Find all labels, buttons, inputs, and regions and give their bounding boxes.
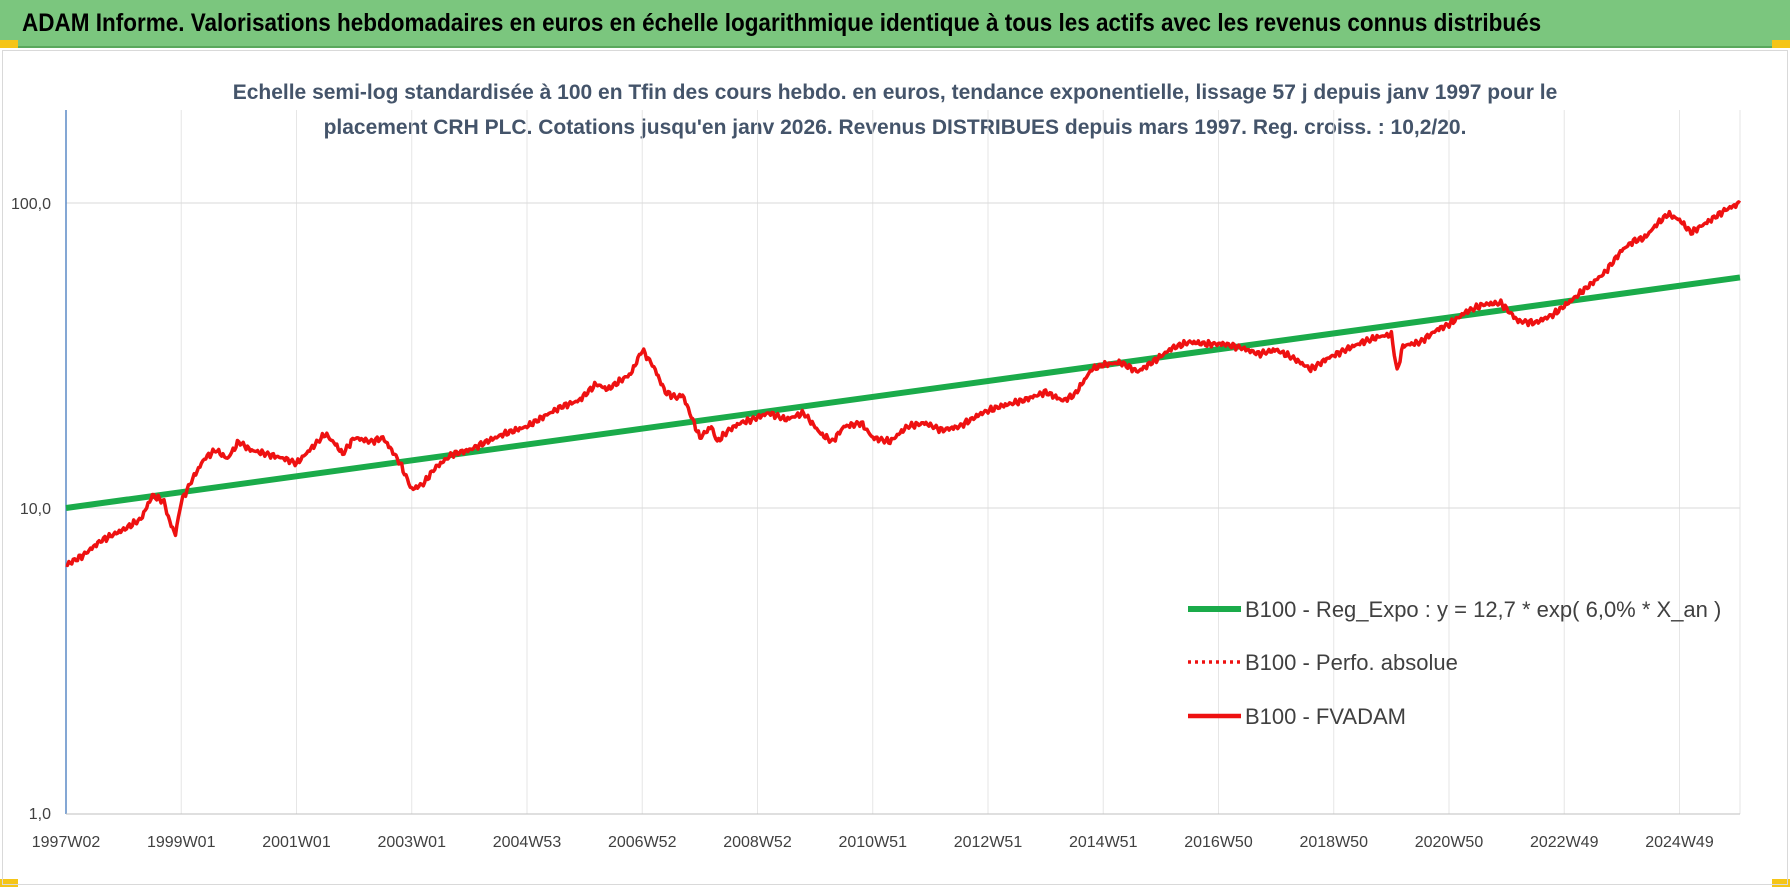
corner-marker-bottom-left — [0, 879, 18, 887]
x-tick-label: 2003W01 — [377, 834, 446, 851]
x-tick-label: 1997W02 — [32, 834, 101, 851]
legend-item-fvadam-label: B100 - FVADAM — [1245, 704, 1406, 729]
legend: B100 - Reg_Expo : y = 12,7 * exp( 6,0% *… — [1188, 597, 1721, 729]
corner-marker-top-right — [1772, 40, 1790, 48]
chart-title-line-2: placement CRH PLC. Cotations jusqu'en ja… — [323, 116, 1467, 139]
x-tick-label: 2024W49 — [1645, 834, 1714, 851]
legend-item-perfo-label: B100 - Perfo. absolue — [1245, 650, 1458, 675]
x-tick-label: 2004W53 — [493, 834, 562, 851]
x-tick-label: 2006W52 — [608, 834, 677, 851]
y-tick-label: 100,0 — [11, 196, 51, 213]
x-tick-label: 1999W01 — [147, 834, 216, 851]
x-tick-label: 2010W51 — [838, 834, 907, 851]
y-tick-label: 10,0 — [20, 501, 51, 518]
chart-title: Echelle semi-log standardisée à 100 en T… — [0, 75, 1790, 145]
chart-title-line-1: Echelle semi-log standardisée à 100 en T… — [232, 81, 1558, 104]
x-tick-label: 2016W50 — [1184, 834, 1253, 851]
x-tick-label: 2022W49 — [1530, 834, 1599, 851]
x-tick-label: 2020W50 — [1415, 834, 1484, 851]
corner-marker-bottom-right — [1772, 879, 1790, 887]
x-tick-label: 2018W50 — [1299, 834, 1368, 851]
legend-item-regression-label: B100 - Reg_Expo : y = 12,7 * exp( 6,0% *… — [1245, 597, 1721, 622]
series-layer — [65, 200, 1742, 568]
x-tick-label: 2008W52 — [723, 834, 792, 851]
x-tick-label: 2012W51 — [954, 834, 1023, 851]
horizontal-gridlines — [66, 202, 1740, 509]
x-tick-label: 2001W01 — [262, 834, 331, 851]
corner-marker-top-left — [0, 40, 18, 48]
y-tick-label: 1,0 — [29, 806, 51, 823]
x-tick-labels: 1997W02 1999W01 2001W01 2003W01 2004W53 2006W… — [32, 834, 1714, 851]
series-line-regression — [65, 274, 1741, 511]
series-line-fvadam — [65, 200, 1742, 568]
x-tick-label: 2014W51 — [1069, 834, 1138, 851]
page-title: ADAM Informe. Valorisations hebdomadaire… — [22, 9, 1542, 37]
chart-frame — [2, 50, 1788, 885]
y-tick-labels: 1,0 10,0 100,0 — [11, 196, 51, 823]
title-bar: ADAM Informe. Valorisations hebdomadaire… — [0, 0, 1790, 48]
